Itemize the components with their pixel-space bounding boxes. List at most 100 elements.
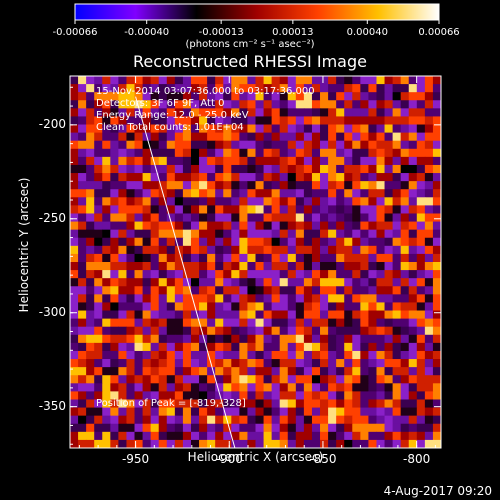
heatmap-cell [215,173,224,182]
heatmap-cell [424,221,434,231]
heatmap-cell [392,350,402,360]
heatmap-cell [360,302,369,312]
heatmap-cell [126,148,136,158]
heatmap-cell [126,431,136,441]
heatmap-cell [78,76,87,85]
heatmap-cell [336,164,345,174]
heatmap-cell [271,76,281,85]
heatmap-cell [150,245,160,255]
heatmap-cell [352,423,361,433]
heatmap-cell [368,253,377,263]
heatmap-cell [110,84,119,93]
heatmap-cell [158,108,168,117]
heatmap-cell [432,189,442,198]
heatmap-cell [376,164,386,174]
heatmap-cell [352,278,361,287]
heatmap-cell [303,197,313,206]
heatmap-cell [182,237,192,247]
heatmap-cell [287,148,297,158]
heatmap-cell [150,334,160,344]
heatmap-cell [432,140,442,150]
heatmap-cell [400,221,410,231]
heatmap-cell [328,124,337,134]
heatmap-cell [424,116,434,126]
heatmap-cell [287,375,297,384]
heatmap-cell [215,359,224,368]
heatmap-cell [287,423,297,433]
heatmap-cell [279,383,289,392]
heatmap-cell [94,197,103,206]
heatmap-cell [182,197,192,206]
heatmap-cell [311,294,321,303]
heatmap-cell [384,229,394,239]
heatmap-cell [86,132,95,142]
heatmap-cell [320,213,329,223]
heatmap-cell [408,245,418,255]
heatmap-cell [118,302,127,312]
heatmap-cell [166,181,176,190]
heatmap-cell [239,262,248,271]
heatmap-cell [166,270,176,279]
heatmap-cell [392,132,402,142]
heatmap-cell [328,383,337,392]
heatmap-cell [336,108,345,117]
heatmap-cell [239,84,248,93]
heatmap-cell [150,148,160,158]
heatmap-cell [432,359,442,368]
heatmap-cell [150,302,160,312]
heatmap-cell [287,367,297,376]
heatmap-cell [182,407,192,417]
heatmap-cell [118,124,127,134]
heatmap-cell [432,221,442,231]
heatmap-cell [328,407,337,417]
heatmap-cell [328,262,337,271]
heatmap-cell [271,310,281,320]
heatmap-cell [279,270,289,279]
heatmap-cell [376,439,386,449]
heatmap-cell [400,423,410,433]
heatmap-cell [263,164,273,174]
heatmap-cell [295,189,305,198]
heatmap-cell [150,375,160,384]
heatmap-cell [78,213,87,223]
heatmap-cell [279,181,289,190]
heatmap-cell [182,140,192,150]
heatmap-cell [408,156,418,166]
heatmap-cell [336,132,345,142]
heatmap-cell [368,383,377,392]
heatmap-cell [336,407,345,417]
heatmap-cell [94,278,103,287]
heatmap-cell [134,294,144,303]
heatmap-cell [150,359,160,368]
heatmap-cell [295,229,305,239]
heatmap-cell [360,350,369,360]
heatmap-cell [94,407,103,417]
heatmap-cell [344,124,353,134]
heatmap-cell [295,76,305,85]
heatmap-cell [328,278,337,287]
heatmap-cell [400,318,410,328]
heatmap-cell [102,108,111,117]
heatmap-cell [118,342,127,352]
heatmap-cell [400,270,410,279]
heatmap-cell [392,189,402,198]
heatmap-cell [190,213,200,223]
heatmap-cell [190,164,200,174]
heatmap-cell [311,423,321,433]
heatmap-cell [400,359,410,368]
heatmap-cell [231,221,240,231]
heatmap-cell [118,140,127,150]
heatmap-cell [158,164,168,174]
heatmap-cell [78,124,87,134]
heatmap-cell [190,350,200,360]
heatmap-cell [199,342,208,352]
heatmap-cell [408,253,418,263]
heatmap-cell [182,132,192,142]
heatmap-cell [190,245,200,255]
heatmap-cell [239,391,248,400]
heatmap-cell [295,262,305,271]
heatmap-cell [94,189,103,198]
heatmap-cell [311,84,321,93]
heatmap-cell [416,310,426,320]
heatmap-cell [126,278,136,287]
